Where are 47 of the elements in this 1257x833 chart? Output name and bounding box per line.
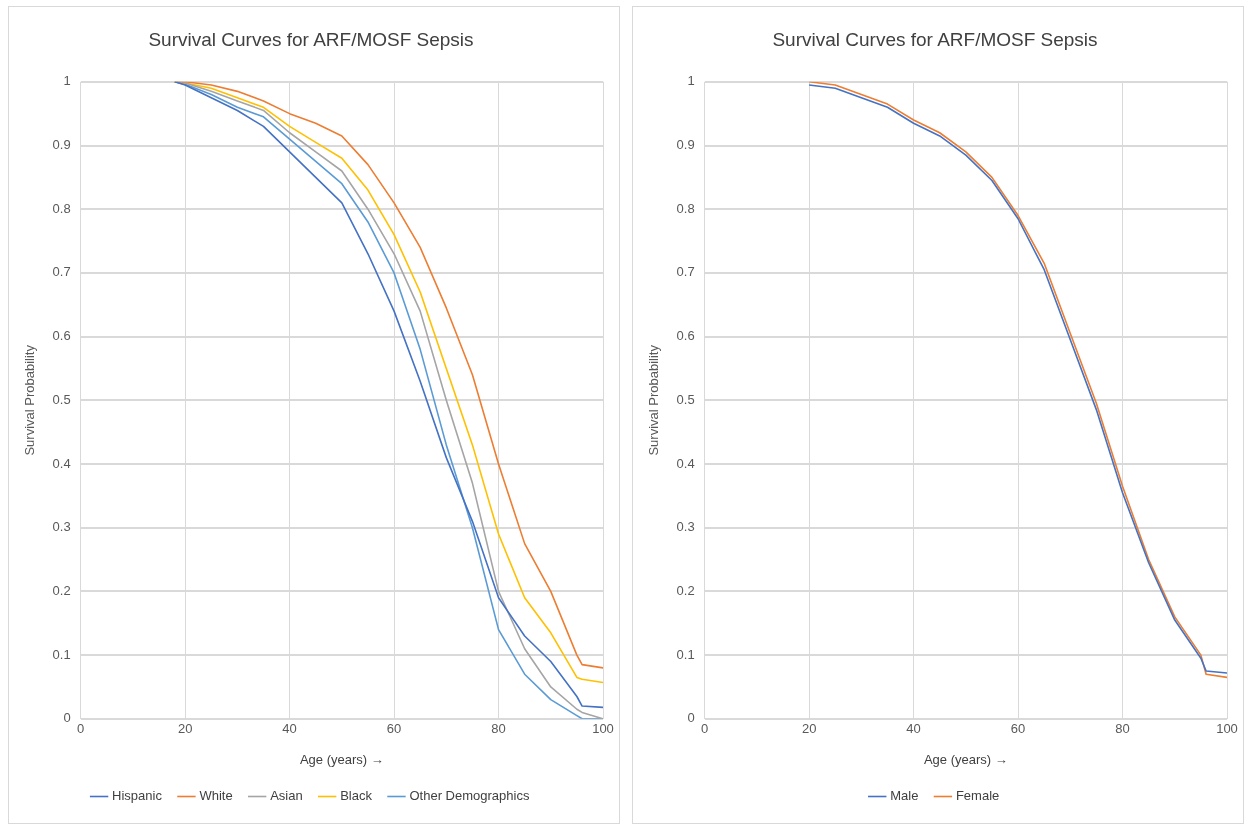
x-tick-label: 20 [177, 721, 193, 737]
y-tick-label: 0.3 [52, 519, 71, 535]
x-tick-label: 0 [701, 721, 709, 737]
x-tick-label: 40 [906, 721, 921, 737]
y-tick-label: 0.7 [676, 264, 695, 280]
legend-label: Asian [270, 788, 303, 804]
y-axis-title: Survival Probability [646, 344, 662, 456]
y-tick-label: 0 [687, 710, 695, 726]
x-tick-label: 100 [592, 721, 614, 737]
y-tick-label: 0 [63, 710, 71, 726]
y-tick-label: 1 [687, 73, 695, 89]
x-tick-label: 100 [1216, 721, 1238, 737]
legend-label: White [199, 788, 233, 804]
chart-title: Survival Curves for ARF/MOSF Sepsis [772, 28, 1098, 50]
x-axis-title: Age (years) → [299, 751, 384, 767]
x-tick-label: 80 [491, 721, 506, 737]
x-tick-label: 20 [801, 721, 817, 737]
y-tick-label: 0.9 [676, 137, 695, 153]
y-tick-label: 0.5 [52, 391, 71, 407]
y-tick-label: 0.6 [676, 328, 695, 344]
x-tick-label: 80 [1115, 721, 1130, 737]
y-axis-title: Survival Probability [22, 344, 38, 456]
legend-label: Male [890, 788, 919, 804]
y-tick-label: 0.3 [676, 519, 695, 535]
legend-label: Other Demographics [409, 788, 530, 804]
legend-label: Hispanic [112, 788, 163, 804]
y-tick-label: 0.1 [52, 646, 71, 662]
chart-title: Survival Curves for ARF/MOSF Sepsis [148, 28, 474, 50]
y-tick-label: 1 [63, 73, 71, 89]
x-tick-label: 60 [386, 721, 402, 737]
legend-label: Female [955, 788, 1000, 804]
y-tick-label: 0.4 [676, 455, 695, 471]
y-tick-label: 0.6 [52, 328, 71, 344]
legend-label: Black [340, 788, 373, 804]
y-tick-label: 0.9 [52, 137, 71, 153]
y-tick-label: 0.5 [676, 391, 695, 407]
y-tick-label: 0.7 [52, 264, 71, 280]
y-tick-label: 0.8 [52, 200, 71, 216]
x-tick-label: 60 [1010, 721, 1026, 737]
x-tick-label: 0 [77, 721, 85, 737]
y-tick-label: 0.2 [676, 582, 695, 598]
y-tick-label: 0.1 [676, 646, 695, 662]
y-tick-label: 0.4 [52, 455, 71, 471]
x-axis-title: Age (years) → [923, 751, 1008, 767]
x-tick-label: 40 [282, 721, 297, 737]
y-tick-label: 0.8 [676, 200, 695, 216]
y-tick-label: 0.2 [52, 582, 71, 598]
